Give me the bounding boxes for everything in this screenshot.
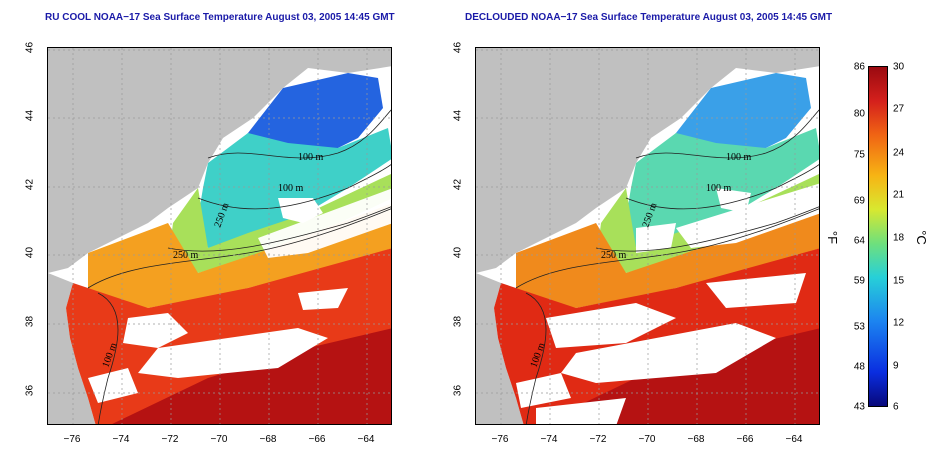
fahrenheit-tick: 69 [853,195,865,207]
fahrenheit-tick: 75 [853,149,865,161]
fahrenheit-tick: 48 [853,361,865,373]
celsius-tick: 24 [893,147,905,159]
cloud-patch [546,303,676,348]
lat-tick: 38 [452,315,464,328]
contour-label: 100 m [278,183,304,194]
lat-tick: 36 [24,384,36,397]
land-mass [476,48,819,273]
cloud-patch [123,313,188,348]
lon-tick: −76 [63,434,81,445]
lon-tick: −68 [259,434,277,445]
lon-tick: −74 [540,434,558,445]
celsius-tick: 6 [893,401,899,413]
cloud-patch [676,183,819,248]
left-map-title: RU COOL NOAA−17 Sea Surface Temperature … [45,12,395,23]
cloud-patch [706,273,806,308]
lat-tick: 42 [24,178,36,191]
fahrenheit-tick: 53 [853,321,865,333]
warm-band [516,203,819,308]
right-sst-map: 100 m 100 m 250 m 250 m 100 m [475,47,820,425]
mid-shelf [168,173,391,273]
lat-tick: 46 [24,41,36,54]
cloud-patch [536,398,626,424]
contour-label: 100 m [726,152,752,163]
cool-shelf-waters [626,128,819,248]
celsius-tick: 18 [893,232,905,244]
warm-core [112,328,391,424]
lon-tick: −64 [785,434,803,445]
lon-tick: −72 [589,434,607,445]
cloud-patch [298,288,348,310]
lon-tick: −70 [210,434,228,445]
lon-tick: −76 [491,434,509,445]
lat-tick: 46 [452,41,464,54]
lat-tick: 44 [24,109,36,122]
left-sst-map: 100 m 100 m 250 m 250 m 100 m [47,47,392,425]
celsius-unit-label: °C [913,230,929,245]
fahrenheit-tick: 43 [853,401,865,413]
contour-label: 100 m [706,183,732,194]
lon-tick: −74 [112,434,130,445]
land-mass [48,48,391,273]
cloud-patch [516,373,571,408]
lon-tick: −66 [736,434,754,445]
lon-tick: −72 [161,434,179,445]
cloud-patch [258,188,391,258]
lat-tick: 44 [452,109,464,122]
cloud-patch [88,368,138,403]
lon-tick: −66 [308,434,326,445]
contour-label: 250 m [173,250,199,261]
celsius-tick: 9 [893,360,899,372]
land-mass-south [476,273,524,424]
contour-label: 100 m [298,152,324,163]
fahrenheit-tick: 59 [853,275,865,287]
lon-tick: −70 [638,434,656,445]
celsius-tick: 21 [893,189,905,201]
celsius-tick: 12 [893,317,905,329]
fahrenheit-tick: 80 [853,108,865,120]
lat-tick: 42 [452,178,464,191]
fahrenheit-unit-label: °F [825,230,841,245]
lat-tick: 36 [452,384,464,397]
contour-label: 250 m [601,250,627,261]
lon-tick: −64 [357,434,375,445]
fahrenheit-tick: 64 [853,235,865,247]
lat-tick: 38 [24,315,36,328]
temperature-colorbar [868,66,888,407]
warm-band [88,203,391,308]
celsius-tick: 30 [893,61,905,73]
cloud-patch [636,223,676,253]
celsius-tick: 27 [893,103,905,115]
cool-shelf-waters [198,128,391,248]
fahrenheit-tick: 86 [853,61,865,73]
lat-tick: 40 [452,246,464,259]
lon-tick: −68 [687,434,705,445]
celsius-tick: 15 [893,275,905,287]
lat-tick: 40 [24,246,36,259]
cloud-patch [561,323,776,383]
cloud-patch [278,198,323,223]
right-map-title: DECLOUDED NOAA−17 Sea Surface Temperatur… [465,12,833,23]
land-mass-south [48,273,96,424]
cloud-patch [138,328,328,378]
cloud-patch [716,188,751,213]
